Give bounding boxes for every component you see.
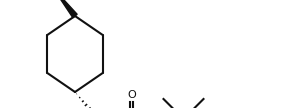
- Text: O: O: [127, 90, 136, 100]
- Polygon shape: [53, 0, 77, 18]
